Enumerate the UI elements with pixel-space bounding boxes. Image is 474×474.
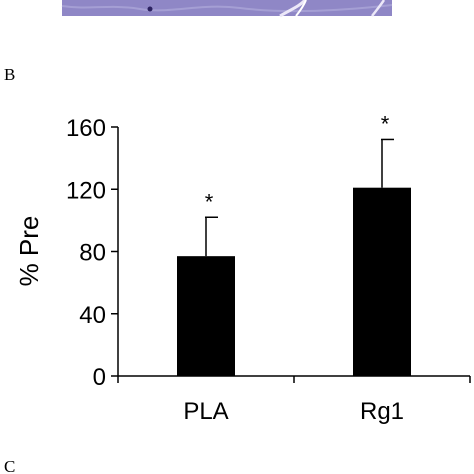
error-bars (205, 138, 394, 257)
panel-label-c: C (4, 457, 15, 474)
histology-fiber-white (279, 0, 307, 18)
significance-asterisk: * (381, 111, 390, 136)
x-ticks (117, 376, 471, 383)
y-tick-label: 40 (79, 302, 106, 329)
y-tick-label: 120 (66, 177, 106, 204)
panel-label-b: B (4, 65, 15, 84)
histology-texture (61, 4, 393, 13)
histology-fiber-white-2 (295, 0, 307, 17)
annotations: ** (205, 111, 390, 214)
y-ticks: 0 40 80 120 160 (66, 115, 118, 391)
significance-asterisk: * (205, 189, 214, 214)
y-axis-label: % Pre (14, 216, 44, 287)
bar-pla (177, 256, 235, 376)
y-tick-label: 0 (93, 364, 106, 391)
y-tick-label: 160 (66, 115, 106, 142)
y-tick-label: 80 (79, 240, 106, 267)
histology-image (61, 0, 393, 18)
bar-rg1 (353, 187, 411, 376)
histology-fiber-white-3 (371, 0, 386, 17)
histology-nucleus (147, 6, 153, 12)
histology-background (62, 0, 392, 16)
bars (177, 187, 411, 376)
x-labels: PLA Rg1 (183, 398, 404, 425)
x-tick-label-rg1: Rg1 (360, 398, 404, 425)
x-tick-label-pla: PLA (183, 398, 228, 425)
